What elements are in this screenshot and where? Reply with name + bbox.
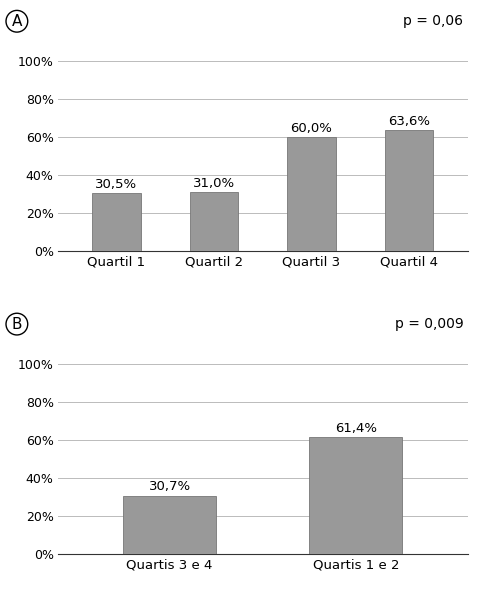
Text: p = 0,009: p = 0,009 [395,317,464,331]
Text: 61,4%: 61,4% [335,422,377,435]
Bar [123,495,216,554]
Text: 63,6%: 63,6% [388,115,430,128]
Text: 31,0%: 31,0% [193,177,235,190]
Bar [287,137,336,251]
Bar [92,193,141,251]
Bar [309,437,402,554]
Text: B: B [12,317,22,332]
Text: 30,7%: 30,7% [148,480,191,493]
Bar [189,192,238,251]
Text: p = 0,06: p = 0,06 [403,14,464,28]
Text: 30,5%: 30,5% [95,178,137,191]
Text: 60,0%: 60,0% [291,122,333,135]
Bar [385,130,433,251]
Text: A: A [12,14,22,29]
